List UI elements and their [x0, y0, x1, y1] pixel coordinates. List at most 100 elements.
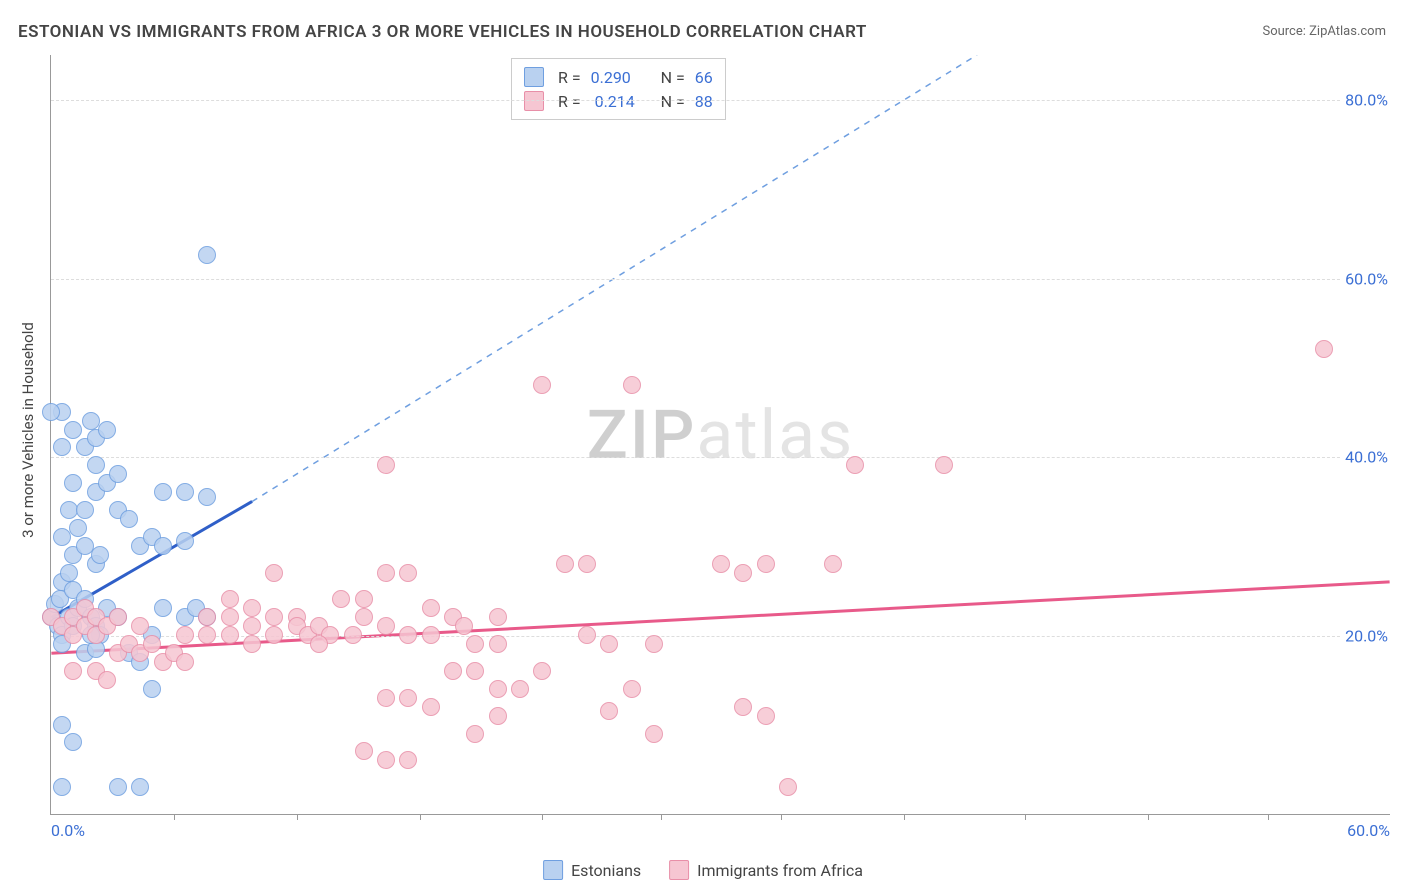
scatter-point-estonians	[98, 421, 116, 439]
swatch-estonians	[524, 67, 544, 87]
x-tick-label: 0.0%	[51, 821, 85, 840]
scatter-point-estonians	[42, 403, 60, 421]
x-tick	[661, 814, 662, 820]
correlation-legend-row-estonians: R = 0.290 N = 66	[524, 65, 713, 89]
scatter-point-africa	[143, 635, 161, 653]
scatter-point-africa	[645, 635, 663, 653]
scatter-point-estonians	[60, 564, 78, 582]
y-tick-label: 80.0%	[1341, 90, 1392, 109]
scatter-point-estonians	[87, 456, 105, 474]
scatter-point-africa	[578, 555, 596, 573]
scatter-point-africa	[734, 564, 752, 582]
x-tick	[781, 814, 782, 820]
x-tick	[1025, 814, 1026, 820]
scatter-point-estonians	[82, 412, 100, 430]
scatter-point-africa	[600, 702, 618, 720]
y-tick-label: 40.0%	[1341, 448, 1392, 467]
scatter-point-africa	[377, 751, 395, 769]
gridline-h	[51, 279, 1390, 280]
scatter-point-africa	[623, 680, 641, 698]
scatter-point-africa	[444, 662, 462, 680]
x-tick	[904, 814, 905, 820]
scatter-point-africa	[623, 376, 641, 394]
scatter-point-africa	[600, 635, 618, 653]
scatter-point-africa	[377, 456, 395, 474]
swatch-estonians	[543, 860, 563, 880]
scatter-point-estonians	[176, 532, 194, 550]
legend-item-estonians: Estonians	[543, 860, 641, 880]
scatter-point-africa	[310, 635, 328, 653]
scatter-point-africa	[466, 635, 484, 653]
scatter-point-africa	[377, 617, 395, 635]
scatter-point-africa	[198, 626, 216, 644]
n-label: N =	[661, 92, 685, 111]
swatch-africa	[524, 91, 544, 111]
scatter-point-estonians	[198, 488, 216, 506]
scatter-point-africa	[243, 635, 261, 653]
scatter-point-africa	[734, 698, 752, 716]
scatter-point-africa	[712, 555, 730, 573]
scatter-point-estonians	[120, 510, 138, 528]
scatter-point-africa	[355, 590, 373, 608]
scatter-point-africa	[466, 662, 484, 680]
scatter-point-africa	[355, 608, 373, 626]
scatter-point-africa	[176, 626, 194, 644]
source-label: Source: ZipAtlas.com	[1262, 24, 1386, 39]
scatter-point-africa	[533, 662, 551, 680]
watermark: ZIPatlas	[587, 395, 855, 475]
scatter-point-africa	[757, 555, 775, 573]
scatter-point-estonians	[176, 483, 194, 501]
scatter-point-africa	[466, 725, 484, 743]
scatter-point-africa	[533, 376, 551, 394]
legend-label-africa: Immigrants from Africa	[697, 861, 863, 880]
legend-label-estonians: Estonians	[571, 861, 641, 880]
scatter-point-africa	[221, 590, 239, 608]
scatter-point-africa	[935, 456, 953, 474]
scatter-point-africa	[332, 590, 350, 608]
scatter-point-africa	[757, 707, 775, 725]
r-label: R =	[558, 68, 581, 87]
scatter-point-africa	[355, 742, 373, 760]
scatter-point-estonians	[53, 438, 71, 456]
scatter-point-estonians	[143, 680, 161, 698]
scatter-point-estonians	[109, 465, 127, 483]
scatter-point-africa	[1315, 340, 1333, 358]
scatter-point-africa	[489, 680, 507, 698]
scatter-point-estonians	[69, 519, 87, 537]
legend-item-africa: Immigrants from Africa	[669, 860, 863, 880]
scatter-point-africa	[243, 617, 261, 635]
scatter-point-estonians	[64, 733, 82, 751]
scatter-point-estonians	[109, 778, 127, 796]
trend-lines-svg	[51, 55, 1390, 814]
y-tick-label: 60.0%	[1341, 269, 1392, 288]
plot-area: ZIPatlas R = 0.290 N = 66 R = 0.214 N = …	[50, 55, 1390, 815]
scatter-point-africa	[422, 599, 440, 617]
scatter-point-estonians	[131, 778, 149, 796]
correlation-legend: R = 0.290 N = 66 R = 0.214 N = 88	[511, 58, 726, 120]
series-legend: Estonians Immigrants from Africa	[543, 860, 863, 880]
r-label: R =	[558, 92, 581, 111]
scatter-point-africa	[489, 707, 507, 725]
scatter-point-africa	[221, 626, 239, 644]
scatter-point-africa	[243, 599, 261, 617]
scatter-point-africa	[645, 725, 663, 743]
scatter-point-africa	[422, 698, 440, 716]
scatter-point-africa	[399, 751, 417, 769]
scatter-point-africa	[98, 671, 116, 689]
swatch-africa	[669, 860, 689, 880]
scatter-point-estonians	[64, 421, 82, 439]
scatter-point-africa	[198, 608, 216, 626]
correlation-legend-row-africa: R = 0.214 N = 88	[524, 89, 713, 113]
y-axis-label: 3 or more Vehicles in Household	[19, 322, 37, 538]
x-tick	[1148, 814, 1149, 820]
scatter-point-estonians	[154, 599, 172, 617]
chart-title: ESTONIAN VS IMMIGRANTS FROM AFRICA 3 OR …	[18, 22, 867, 42]
scatter-point-africa	[422, 626, 440, 644]
n-value-africa: 88	[695, 92, 713, 111]
scatter-point-africa	[377, 689, 395, 707]
scatter-point-africa	[109, 608, 127, 626]
scatter-point-africa	[489, 635, 507, 653]
scatter-point-africa	[399, 689, 417, 707]
scatter-point-africa	[824, 555, 842, 573]
scatter-point-africa	[265, 608, 283, 626]
